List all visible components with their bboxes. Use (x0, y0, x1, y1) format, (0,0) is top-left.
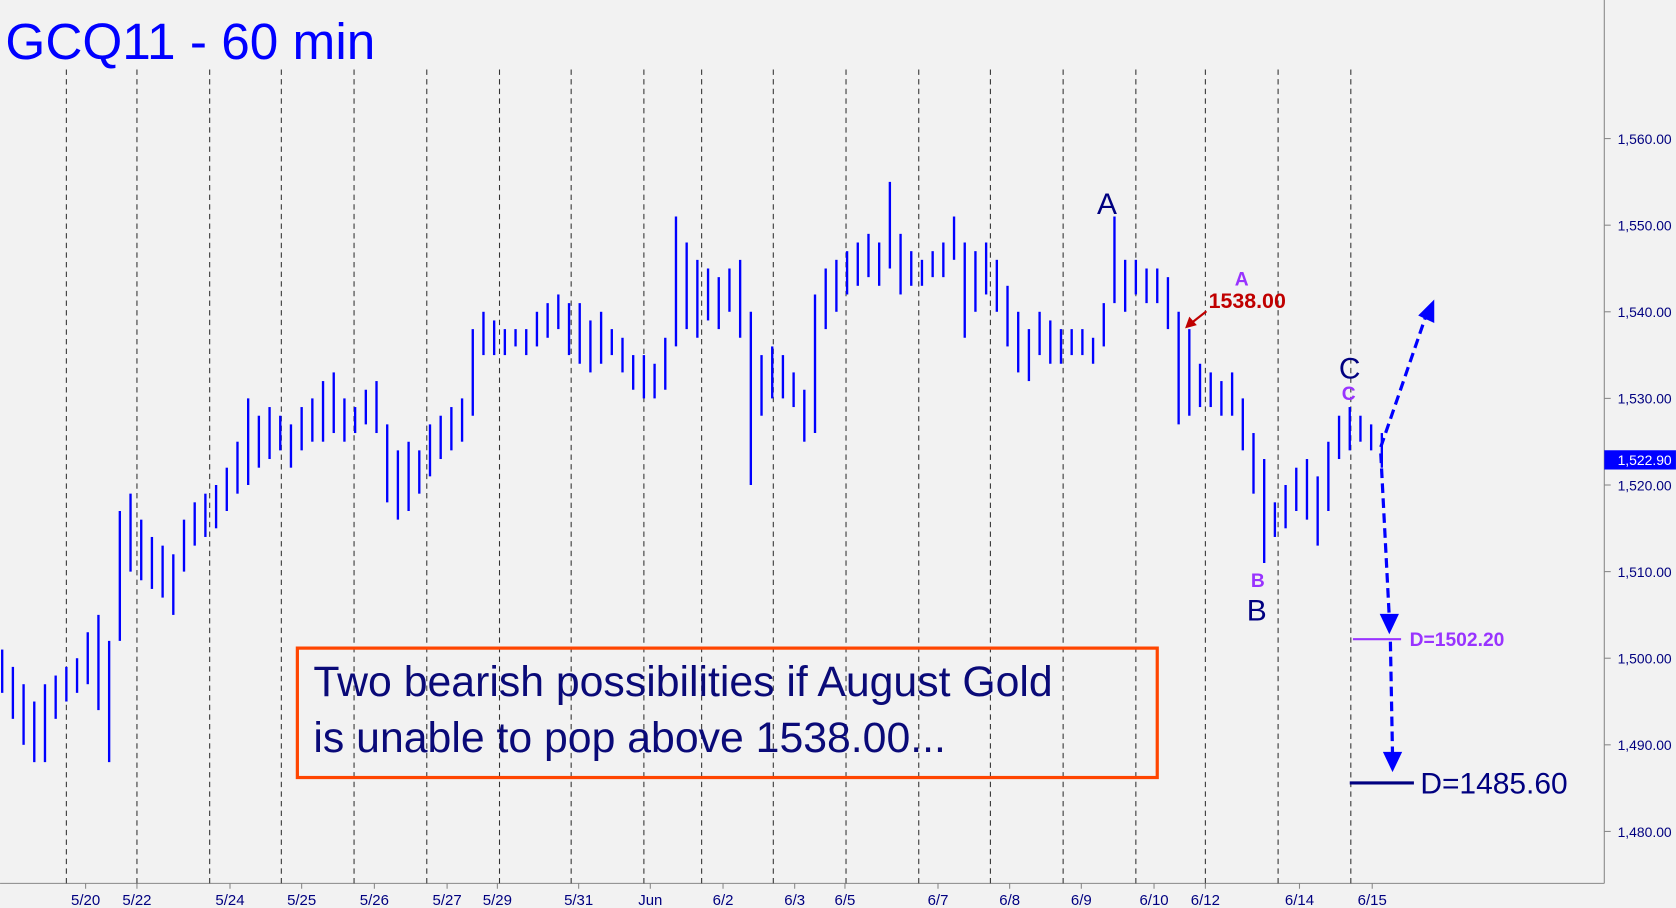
chart-title: GCQ11 - 60 min (5, 13, 375, 70)
grid (65, 69, 1611, 889)
y-tick-label: 1,530.00 (1618, 391, 1672, 407)
note-box (295, 646, 1159, 780)
y-tick-label: 1,480.00 (1618, 824, 1672, 840)
x-tick-label: 5/22 (122, 892, 151, 908)
projection-down (1388, 641, 1395, 756)
note-arrow (1185, 316, 1197, 329)
projection (1379, 316, 1428, 756)
y-tick-label: 1,550.00 (1618, 218, 1672, 234)
x-tick-label: 6/2 (713, 892, 734, 908)
x-tick-label: 6/14 (1285, 892, 1314, 908)
x-tick-label: 6/12 (1191, 892, 1220, 908)
y-tick-label: 1,510.00 (1618, 564, 1672, 580)
arrow-head (1418, 299, 1435, 323)
y-tick-label: 1,560.00 (1618, 131, 1672, 147)
target-label: D=1485.60 (1420, 768, 1567, 801)
bars (1, 181, 1384, 763)
x-tick-label: 6/3 (784, 892, 805, 908)
wave-label: B (1251, 571, 1265, 592)
projection-down (1379, 453, 1391, 619)
wave-label: A (1097, 188, 1117, 221)
wave-label: C (1339, 353, 1361, 386)
x-tick-label: 6/10 (1139, 892, 1168, 908)
x-tick-label: 5/25 (287, 892, 316, 908)
x-tick-label: 5/29 (483, 892, 512, 908)
wave-label: B (1247, 594, 1267, 627)
x-tick-label: 5/24 (215, 892, 244, 908)
x-tick-label: 6/9 (1071, 892, 1092, 908)
y-tick-label: 1,540.00 (1618, 304, 1672, 320)
arrow-head (1382, 751, 1403, 773)
target-label: D=1502.20 (1410, 630, 1505, 651)
note-arrow (1190, 310, 1208, 324)
x-tick-label: 5/20 (71, 892, 100, 908)
last-price-box (1604, 450, 1676, 470)
wave-label: A (1235, 270, 1249, 291)
x-tick-label: 6/15 (1358, 892, 1387, 908)
projection-up (1379, 316, 1428, 448)
arrow-head (1379, 613, 1399, 635)
x-tick-label: 5/26 (360, 892, 389, 908)
wave-label: C (1342, 384, 1356, 405)
x-tick-label: 5/31 (564, 892, 593, 908)
x-tick-label: 6/8 (999, 892, 1020, 908)
x-tick-label: 6/5 (835, 892, 856, 908)
x-tick-label: 6/7 (928, 892, 949, 908)
y-tick-label: 1,500.00 (1618, 651, 1672, 667)
y-tick-label: 1,520.00 (1618, 477, 1672, 493)
price-note: 1538.00 (1209, 289, 1286, 313)
last-price-label: 1,522.90 (1618, 452, 1672, 468)
y-tick-label: 1,490.00 (1618, 737, 1672, 753)
note-text: Two bearish possibilities if August Gold (313, 658, 1052, 706)
x-tick-label: Jun (638, 892, 662, 908)
x-tick-label: 5/27 (433, 892, 462, 908)
note-text: is unable to pop above 1538.00... (313, 714, 946, 762)
